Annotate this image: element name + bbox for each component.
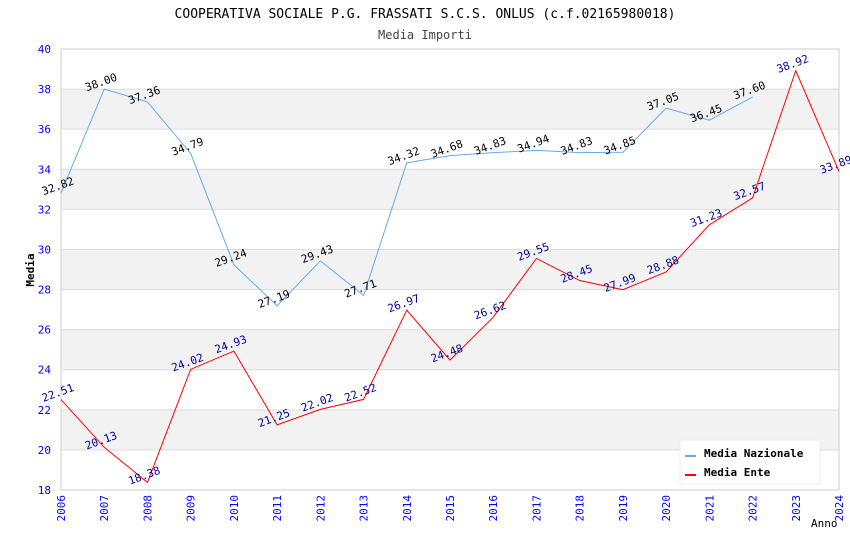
x-tick-label: 2022 <box>747 495 760 522</box>
y-axis-label: Media <box>24 253 37 286</box>
grid-band <box>61 329 839 370</box>
x-tick-label: 2011 <box>271 495 284 522</box>
x-tick-label: 2013 <box>358 495 371 522</box>
y-tick-label: 22 <box>38 404 51 417</box>
data-label: 34.83 <box>559 134 595 158</box>
legend-box <box>679 439 821 485</box>
y-tick-label: 38 <box>38 83 51 96</box>
x-tick-label: 2023 <box>790 495 803 522</box>
series-line-1 <box>60 69 840 484</box>
data-label: 26.97 <box>386 292 422 316</box>
data-label: 31.23 <box>688 206 724 230</box>
x-tick-label: 2018 <box>574 495 587 522</box>
x-axis-label: Anno <box>811 517 838 530</box>
data-label: 22.52 <box>343 381 379 405</box>
x-tick-label: 2014 <box>401 495 414 522</box>
y-tick-label: 32 <box>38 203 51 216</box>
x-tick-label: 2006 <box>55 495 68 522</box>
x-tick-label: 2017 <box>530 495 543 522</box>
series-line-0 <box>60 88 753 307</box>
data-label: 18.38 <box>127 464 163 488</box>
y-tick-label: 24 <box>38 364 52 377</box>
x-tick-label: 2009 <box>185 495 198 522</box>
data-label: 34.68 <box>429 137 465 161</box>
x-tick-label: 2007 <box>98 495 111 522</box>
grid-band <box>61 169 839 210</box>
data-label: 38.92 <box>775 52 811 76</box>
x-tick-label: 2012 <box>314 495 327 522</box>
data-label: 34.79 <box>170 135 206 159</box>
y-tick-label: 34 <box>38 163 52 176</box>
x-tick-label: 2015 <box>444 495 457 522</box>
grid-band <box>61 89 839 130</box>
legend-label: Media Nazionale <box>704 447 804 460</box>
data-label: 26.62 <box>472 299 508 323</box>
y-tick-label: 30 <box>38 243 51 256</box>
data-label: 22.51 <box>40 381 76 405</box>
chart-title: COOPERATIVA SOCIALE P.G. FRASSATI S.C.S.… <box>175 7 676 22</box>
data-label: 34.32 <box>386 144 422 168</box>
plot-frame <box>60 48 840 491</box>
y-tick-label: 40 <box>38 43 51 56</box>
x-tick-label: 2024 <box>833 495 846 522</box>
y-tick-label: 36 <box>38 123 51 136</box>
x-tick-label: 2008 <box>141 495 154 522</box>
grid-band <box>61 249 839 290</box>
y-tick-label: 26 <box>38 324 51 337</box>
legend-label: Media Ente <box>704 466 771 479</box>
data-label: 34.94 <box>516 132 552 156</box>
x-tick-label: 2016 <box>487 495 500 522</box>
y-tick-label: 28 <box>38 284 51 297</box>
data-label: 34.85 <box>602 134 638 158</box>
x-tick-label: 2019 <box>617 495 630 522</box>
chart-subtitle: Media Importi <box>378 28 472 42</box>
y-tick-label: 20 <box>38 444 51 457</box>
x-tick-label: 2010 <box>228 495 241 522</box>
x-tick-label: 2020 <box>660 495 673 522</box>
x-tick-label: 2021 <box>703 495 716 522</box>
data-label: 34.83 <box>472 134 508 158</box>
y-tick-label: 18 <box>38 484 51 497</box>
